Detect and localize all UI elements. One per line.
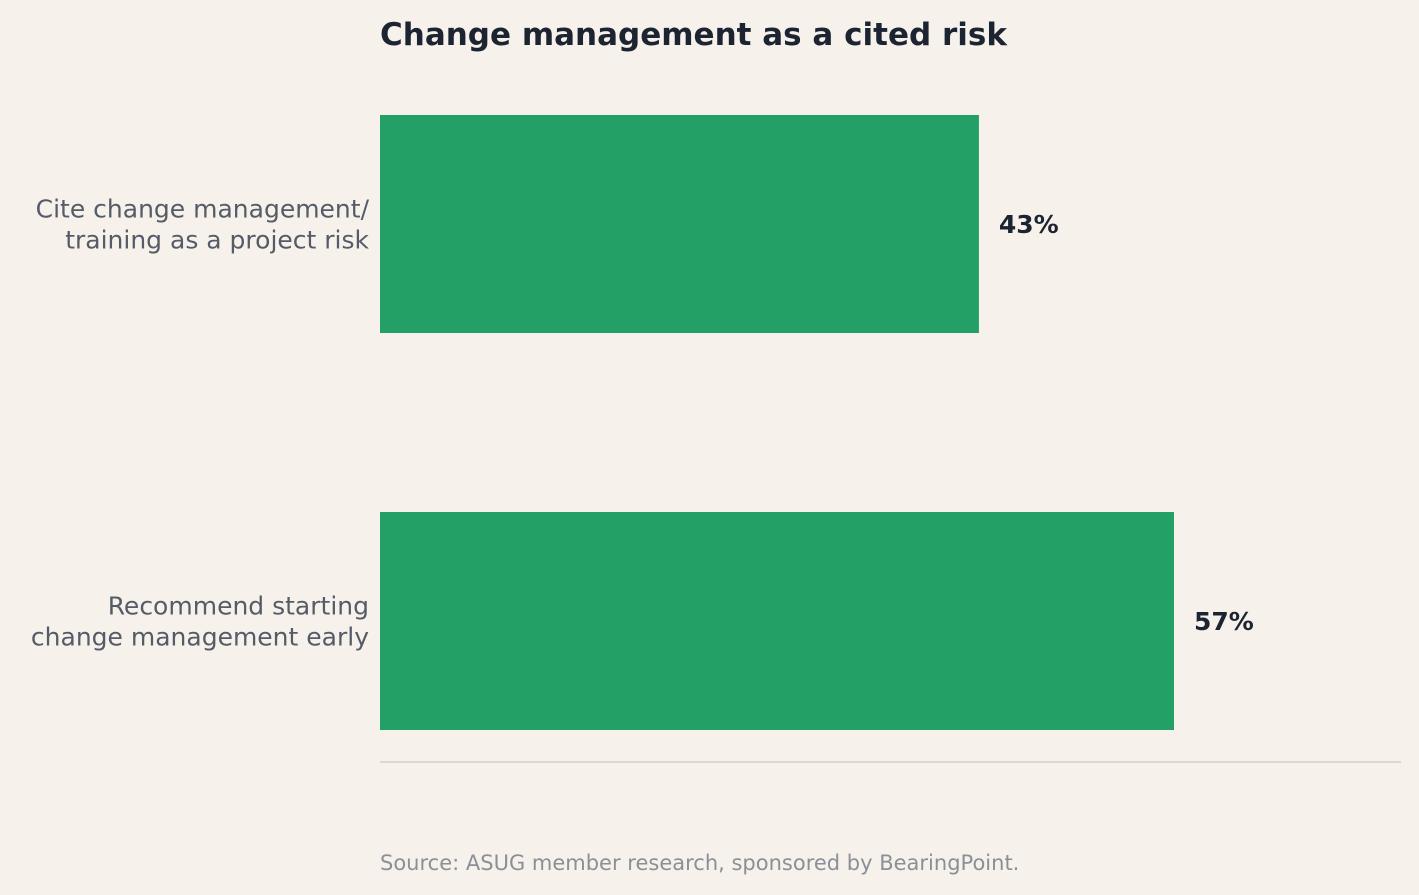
source-note: Source: ASUG member research, sponsored … <box>380 851 1019 875</box>
value-label-1: 43% <box>999 210 1059 239</box>
bars: 43% Cite change management/training as a … <box>31 115 1254 730</box>
category-label-line: training as a project risk <box>65 226 369 255</box>
category-label-line: change management early <box>31 623 369 652</box>
bar-2 <box>380 512 1174 730</box>
category-label-1: Cite change management/training as a pro… <box>36 195 370 255</box>
chart-title: Change management as a cited risk <box>380 17 1008 53</box>
value-label-2: 57% <box>1194 607 1254 636</box>
category-label-line: Cite change management/ <box>36 195 370 224</box>
category-label-line: Recommend starting <box>108 592 369 621</box>
bar-1 <box>380 115 979 333</box>
category-label-2: Recommend starting change management earl… <box>31 592 369 652</box>
